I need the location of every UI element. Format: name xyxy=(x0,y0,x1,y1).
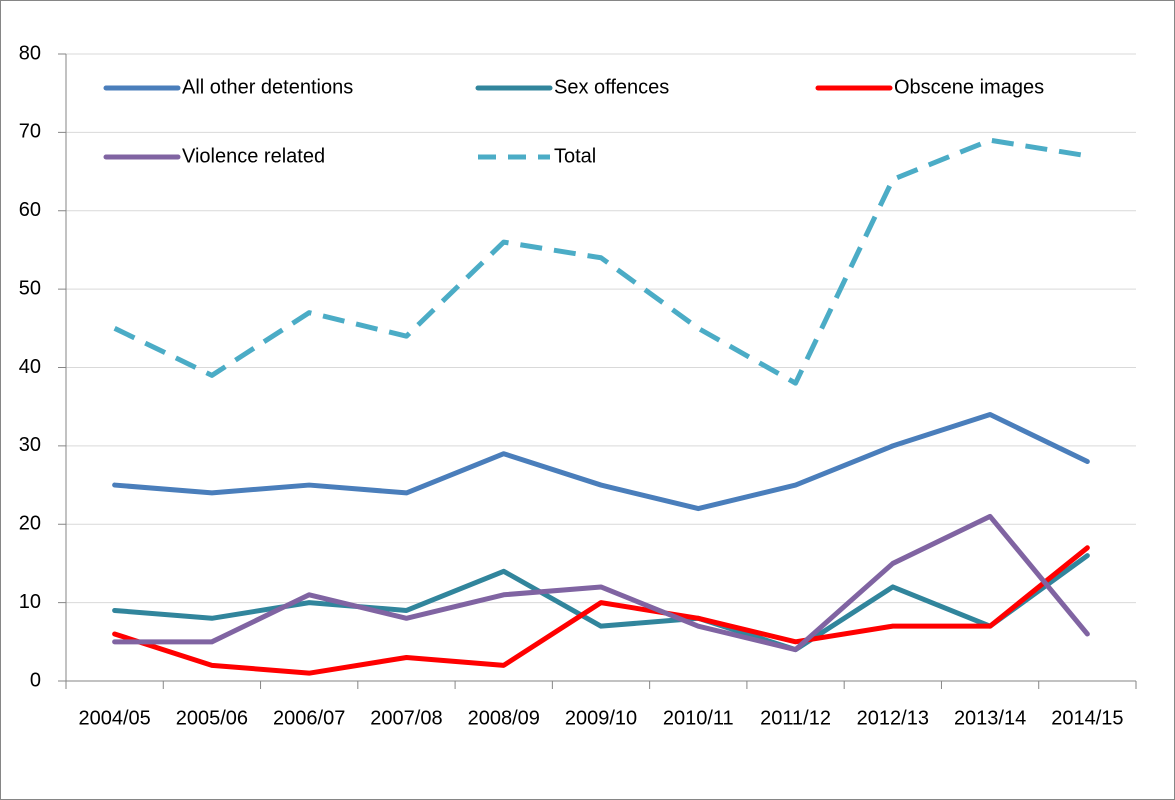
grid: 0 10 20 30 40 50 60 70 80 2004/05 2005/06 2006/07 20… xyxy=(19,42,1137,729)
x-tick-label: 2013/14 xyxy=(954,707,1026,729)
y-tick-label: 20 xyxy=(19,513,41,535)
legend-label: Obscene images xyxy=(894,76,1044,98)
series-line xyxy=(112,545,1090,676)
plot xyxy=(112,137,1090,676)
x-tick-label: 2014/15 xyxy=(1051,707,1123,729)
x-tick-label: 2012/13 xyxy=(857,707,929,729)
x-tick-label: 2007/08 xyxy=(370,707,442,729)
series-line xyxy=(113,137,1088,386)
x-tick-label: 2010/11 xyxy=(663,707,734,729)
x-tick-label: 2011/12 xyxy=(760,707,831,729)
y-tick-label: 80 xyxy=(19,42,41,64)
x-tick-label: 2006/07 xyxy=(273,707,345,729)
y-tick-label: 70 xyxy=(19,121,41,143)
legend-label: Sex offences xyxy=(554,76,669,98)
y-tick-label: 50 xyxy=(19,277,41,299)
legend-label: Violence related xyxy=(182,145,325,167)
y-tick-label: 40 xyxy=(19,356,41,378)
y-tick-label: 30 xyxy=(19,434,41,456)
series-line xyxy=(112,513,1090,653)
y-tick-label: 10 xyxy=(19,591,41,613)
y-tick-label: 0 xyxy=(30,669,41,691)
legend-label: All other detentions xyxy=(182,76,353,98)
x-tick-label: 2005/06 xyxy=(176,707,248,729)
x-tick-label: 2009/10 xyxy=(565,707,637,729)
legend-label: Total xyxy=(554,145,596,167)
x-tick-label: 2004/05 xyxy=(78,707,150,729)
series-line xyxy=(112,412,1090,512)
legend: All other detentions Sex offences Obscene … xyxy=(103,76,1044,167)
y-tick-label: 60 xyxy=(19,199,41,221)
x-tick-label: 2008/09 xyxy=(468,707,540,729)
